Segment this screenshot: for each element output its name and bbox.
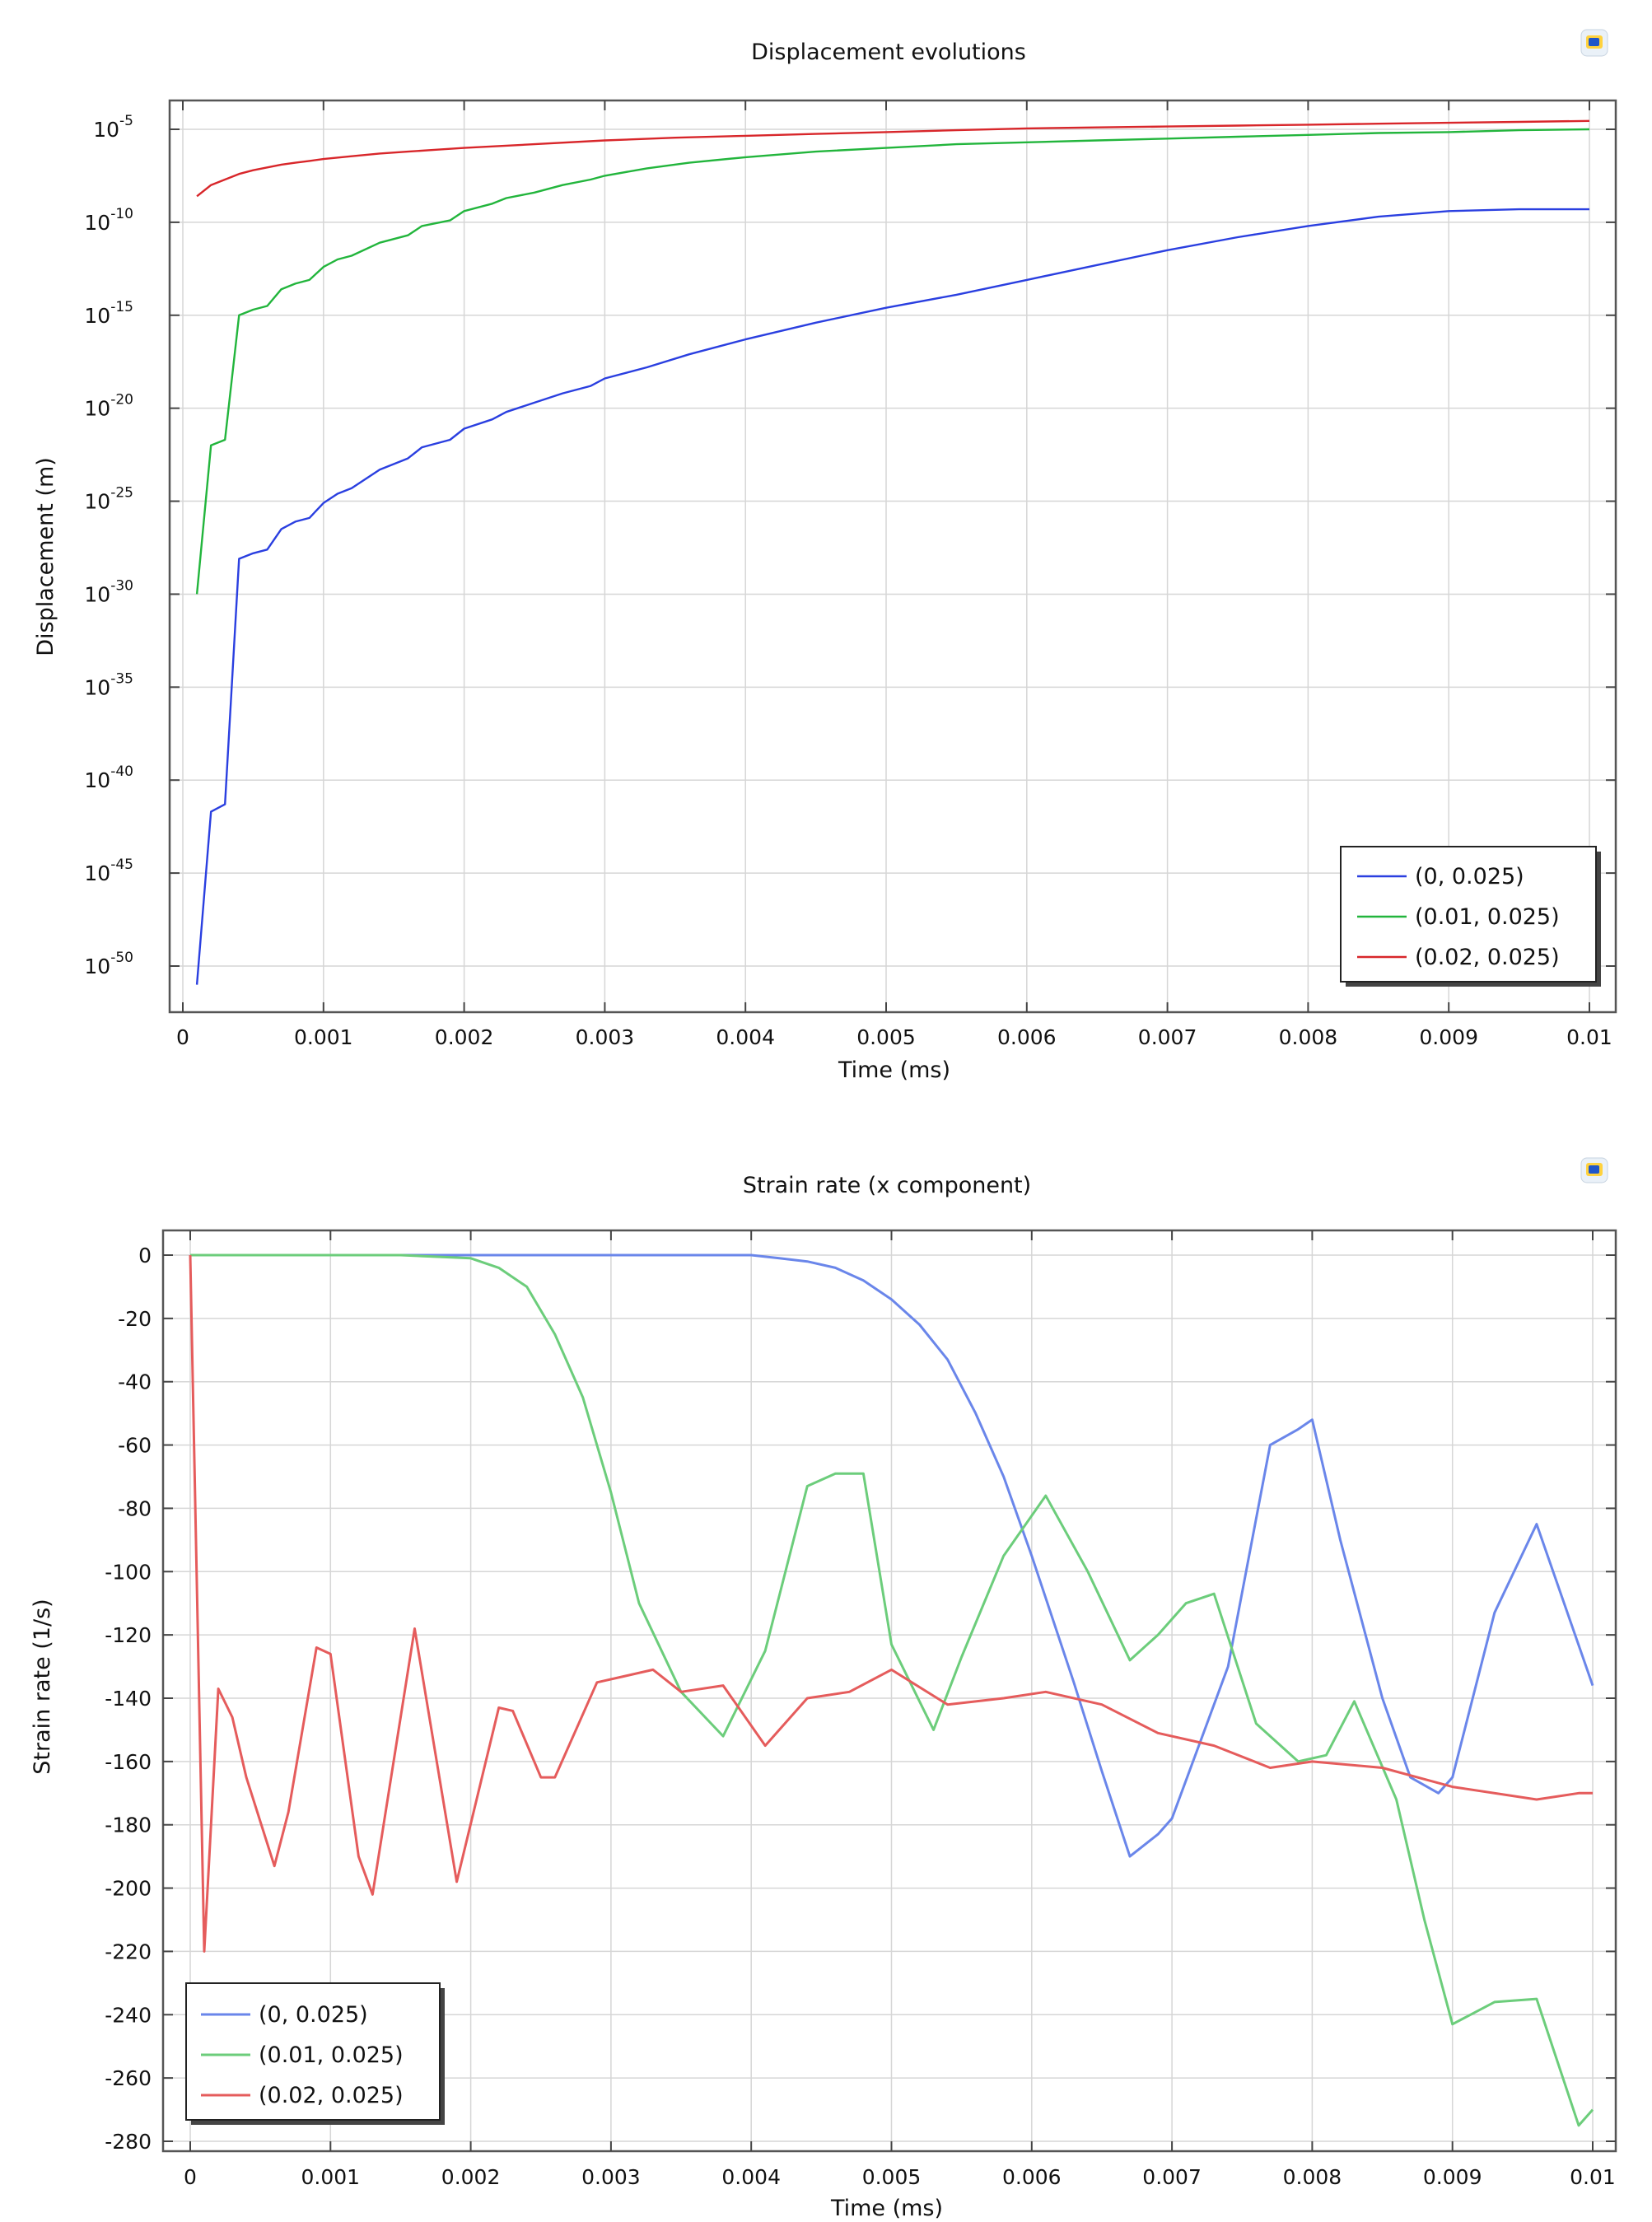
displacement-chart: Displacement evolutions 0 0.001 0.002 0.003… — [33, 29, 1617, 1083]
x-tick-label: 0.008 — [1279, 1025, 1338, 1049]
y-tick-label: -40 — [118, 1370, 152, 1394]
y-tick-label: -120 — [105, 1623, 152, 1647]
x-tick-label: 0.008 — [1283, 2165, 1342, 2189]
legend-label: (0.01, 0.025) — [1415, 904, 1560, 930]
series-line — [195, 208, 1589, 985]
series-line — [190, 1253, 1594, 1858]
y-tick-label: -80 — [118, 1496, 152, 1520]
x-tick-label: 0.005 — [856, 1025, 916, 1049]
x-tick-label: 0.006 — [997, 1025, 1057, 1049]
x-tick-label: 0 — [184, 2165, 197, 2189]
legend-label: (0, 0.025) — [259, 2002, 368, 2028]
y-tick-label: -280 — [105, 2130, 152, 2154]
legend-label: (0, 0.025) — [1415, 864, 1524, 889]
y-tick-label: 10-5 — [93, 113, 133, 142]
x-tick-label: 0.007 — [1142, 2165, 1202, 2189]
y-tick-label: -160 — [105, 1750, 152, 1774]
camera-icon[interactable] — [1580, 1157, 1608, 1183]
x-tick-label: 0.01 — [1570, 2165, 1616, 2189]
x-tick-label: 0.009 — [1419, 1025, 1478, 1049]
y-axis-label: Strain rate (1/s) — [30, 1599, 55, 1774]
camera-icon[interactable] — [1580, 29, 1608, 57]
y-tick-label: -220 — [105, 1940, 152, 1963]
x-tick-label: 0.009 — [1423, 2165, 1482, 2189]
x-tick-label: 0.004 — [721, 2165, 781, 2189]
y-tick-label: 10-35 — [84, 670, 133, 699]
y-tick-label: 10-25 — [84, 485, 133, 514]
x-tick-label: 0.003 — [581, 2165, 641, 2189]
series-line — [190, 1253, 1594, 2127]
y-tick-label: 10-10 — [84, 206, 133, 235]
x-axis-label: Time (ms) — [830, 2196, 943, 2221]
x-tick-label: 0 — [176, 1025, 189, 1049]
x-tick-label: 0.01 — [1566, 1025, 1612, 1049]
legend-box — [1340, 846, 1597, 983]
y-tick-label: 10-15 — [84, 299, 133, 328]
y-tick-label: -240 — [105, 2003, 152, 2027]
strain-rate-chart: Strain rate (x component) 0 0.001 0.002 0.0… — [30, 1157, 1617, 2221]
y-tick-label: -20 — [118, 1307, 152, 1331]
y-tick-label: -200 — [105, 1877, 152, 1901]
y-tick-label: -140 — [105, 1687, 152, 1711]
y-tick-label: 10-45 — [84, 857, 133, 885]
x-tick-label: 0.004 — [716, 1025, 775, 1049]
legend: (0, 0.025) (0.01, 0.025) (0.02, 0.025) — [185, 1982, 445, 2125]
y-tick-label: -100 — [105, 1560, 152, 1584]
legend-label: (0.02, 0.025) — [259, 2083, 404, 2108]
series-line — [189, 1254, 1593, 1953]
x-tick-label: 0.007 — [1138, 1025, 1197, 1049]
x-tick-label: 0.001 — [301, 2165, 361, 2189]
y-axis-label: Displacement (m) — [33, 457, 58, 656]
y-tick-label: -180 — [105, 1814, 152, 1837]
y-tick-label: 0 — [138, 1244, 152, 1267]
chart-title: Strain rate (x component) — [743, 1173, 1031, 1198]
series-line — [196, 119, 1590, 198]
x-tick-label: 0.005 — [862, 2165, 922, 2189]
chart-title: Displacement evolutions — [751, 40, 1026, 65]
legend-label: (0.01, 0.025) — [259, 2042, 404, 2068]
series-line — [195, 128, 1590, 595]
y-tick-label: 10-50 — [84, 950, 133, 978]
x-tick-label: 0.006 — [1002, 2165, 1062, 2189]
y-tick-label: 10-20 — [84, 392, 133, 421]
x-tick-label: 0.002 — [441, 2165, 501, 2189]
x-axis-label: Time (ms) — [838, 1057, 950, 1083]
y-tick-label: 10-30 — [84, 577, 133, 606]
legend-label: (0.02, 0.025) — [1415, 945, 1560, 970]
y-tick-label: 10-40 — [84, 763, 133, 792]
legend: (0, 0.025) (0.01, 0.025) (0.02, 0.025) — [1340, 846, 1601, 987]
plot-frame — [161, 1229, 1617, 2153]
plot-frame — [168, 99, 1617, 1014]
x-tick-label: 0.001 — [294, 1025, 353, 1049]
legend-box — [185, 1982, 441, 2121]
y-tick-label: -260 — [105, 2066, 152, 2090]
x-tick-label: 0.003 — [576, 1025, 635, 1049]
x-tick-label: 0.002 — [435, 1025, 494, 1049]
y-tick-label: -60 — [118, 1434, 152, 1458]
